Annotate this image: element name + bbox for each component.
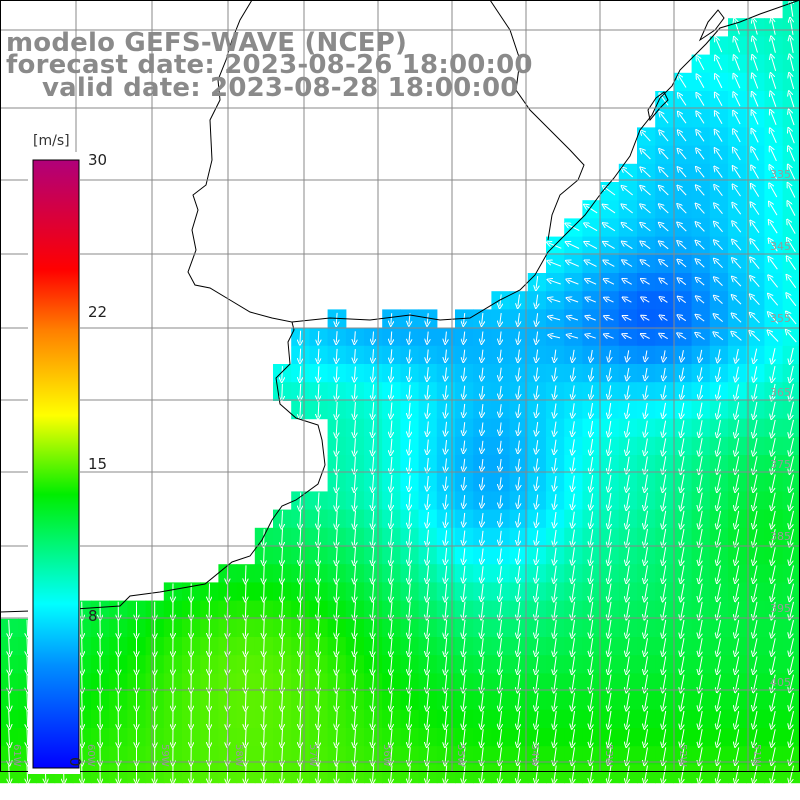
wind-arrow	[245, 710, 246, 727]
wind-arrow	[27, 747, 28, 763]
longitude-label: 54W	[529, 744, 540, 767]
wind-arrow	[27, 692, 28, 709]
wind-arrow	[245, 565, 246, 581]
wind-arrow	[245, 729, 246, 745]
wind-arrow	[245, 638, 246, 654]
wind-arrow	[245, 583, 246, 600]
wind-arrow	[264, 619, 265, 636]
wind-arrow	[245, 747, 246, 763]
longitude-label: 52W	[677, 744, 688, 767]
wind-arrow	[264, 692, 265, 709]
wind-arrow	[264, 583, 265, 600]
wind-arrow	[27, 710, 28, 727]
colorbar-units: [m/s]	[33, 133, 70, 149]
wind-arrow	[264, 674, 265, 691]
wind-arrow	[245, 656, 246, 672]
longitude-label: 51W	[751, 744, 762, 767]
wind-arrow	[27, 656, 28, 672]
wind-arrow	[245, 601, 246, 618]
latitude-label: 395	[770, 602, 791, 615]
wind-arrow	[282, 383, 283, 399]
colorbar-tick-22: 22	[88, 303, 108, 321]
wind-arrow	[282, 366, 283, 380]
wind-arrow	[264, 547, 265, 563]
longitude-label: 59W	[159, 744, 170, 767]
latitude-label: 365	[770, 386, 791, 399]
wind-arrow	[300, 330, 301, 343]
longitude-label: 56W	[381, 744, 392, 767]
wind-arrow	[264, 565, 265, 581]
wind-arrow	[245, 619, 246, 636]
wind-arrow	[318, 330, 319, 342]
latitude-label: 335	[770, 168, 791, 181]
colorbar	[32, 159, 80, 769]
latitude-label: 345	[770, 240, 791, 253]
latitude-label: 375	[770, 458, 791, 471]
wind-arrow	[264, 601, 265, 618]
latitude-label: 405	[770, 676, 791, 689]
wind-arrow	[264, 710, 265, 727]
wind-arrow	[300, 348, 301, 362]
longitude-label: 58W	[233, 744, 244, 767]
wind-arrow	[27, 765, 28, 782]
wind-arrow	[27, 729, 28, 745]
colorbar-tick-15: 15	[88, 455, 108, 473]
wind-arrow	[245, 674, 246, 691]
colorbar-tick-30: 30	[88, 151, 108, 169]
inland-border	[489, 0, 585, 241]
longitude-label: 53W	[603, 744, 614, 767]
wind-arrow	[264, 656, 265, 672]
wind-arrow	[27, 619, 28, 636]
wind-arrow	[245, 692, 246, 709]
valid-date: valid date: 2023-08-28 18:00:00	[42, 73, 519, 103]
latitude-label: 385	[770, 530, 791, 543]
longitude-label: 57W	[307, 744, 318, 767]
wind-arrow	[264, 729, 265, 745]
longitude-label: 60W	[85, 744, 96, 767]
latitude-label: 355	[770, 312, 791, 325]
longitude-label: 61W	[11, 744, 22, 767]
wind-arrow	[27, 638, 28, 654]
colorbar-tick-0: 0	[66, 757, 84, 767]
wind-arrow	[27, 674, 28, 691]
colorbar-tick-8: 8	[88, 607, 98, 625]
wind-arrow	[264, 765, 265, 782]
wind-arrow	[264, 747, 265, 763]
longitude-label: 55W	[455, 744, 466, 767]
wind-arrow	[245, 765, 246, 782]
wind-arrow	[264, 638, 265, 654]
